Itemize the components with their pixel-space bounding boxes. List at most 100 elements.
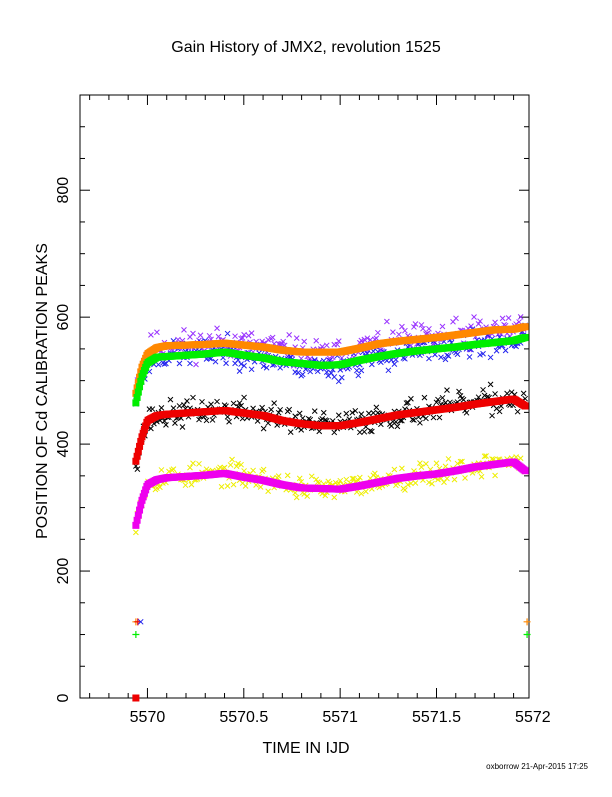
- data-point: [132, 457, 140, 465]
- series-layer: [132, 313, 531, 702]
- data-point: [378, 359, 384, 366]
- data-point: [254, 418, 261, 424]
- data-point: [136, 506, 144, 514]
- data-point: [418, 464, 425, 470]
- data-point: [163, 422, 169, 428]
- data-point: [370, 348, 377, 355]
- data-point: [430, 414, 437, 421]
- data-point: [134, 447, 142, 455]
- data-point: [134, 388, 142, 396]
- data-point: [371, 470, 378, 477]
- x-tick-label: 5572: [515, 709, 551, 726]
- data-point: [496, 408, 503, 415]
- data-point: [199, 398, 205, 405]
- data-point: [408, 480, 414, 487]
- data-point: [483, 453, 489, 459]
- data-point: [391, 466, 398, 473]
- data-point: [214, 398, 220, 405]
- data-point: [417, 419, 423, 426]
- data-point: [221, 464, 228, 471]
- data-point: [277, 406, 284, 413]
- data-point: [426, 355, 432, 362]
- data-point: [154, 329, 160, 336]
- data-point: [182, 482, 189, 489]
- data-point: [517, 313, 524, 320]
- data-point: [411, 417, 417, 423]
- x-tick-label: 5570: [130, 709, 166, 726]
- data-point: [444, 387, 450, 394]
- data-point: [206, 332, 213, 339]
- data-point: [502, 347, 509, 354]
- data-point: [155, 361, 162, 368]
- data-point: [137, 377, 145, 385]
- data-point: [460, 396, 467, 403]
- data-point: [136, 383, 144, 391]
- data-point: [323, 369, 330, 376]
- data-point: [436, 414, 443, 421]
- data-point: [134, 466, 141, 472]
- data-point: [358, 490, 365, 497]
- data-point: [161, 418, 168, 424]
- data-point: [408, 342, 414, 349]
- x-axis-label: TIME IN IJD: [262, 740, 349, 757]
- data-point: [373, 335, 380, 342]
- calibration-marker: [132, 694, 140, 702]
- data-point: [471, 314, 477, 320]
- y-axis-label: POSITION OF Cd CALIBRATION PEAKS: [34, 243, 51, 539]
- data-point: [196, 460, 202, 467]
- data-point: [136, 442, 144, 450]
- data-point: [456, 388, 462, 395]
- data-point: [217, 464, 223, 471]
- data-point: [188, 481, 195, 488]
- data-point: [463, 409, 470, 416]
- data-point: [439, 323, 446, 330]
- data-point: [214, 325, 220, 332]
- data-point: [353, 367, 360, 374]
- data-point: [439, 394, 446, 401]
- data-point: [229, 456, 235, 463]
- y-tick-label: 800: [55, 177, 72, 204]
- data-point: [137, 501, 145, 509]
- data-point: [477, 318, 483, 325]
- data-point: [358, 367, 365, 374]
- data-point: [157, 484, 163, 491]
- data-point: [361, 336, 368, 343]
- data-point: [260, 466, 267, 473]
- data-point: [438, 354, 444, 361]
- data-point: [292, 413, 299, 420]
- data-point: [257, 484, 264, 490]
- data-point: [232, 333, 238, 340]
- data-point: [175, 336, 181, 343]
- data-point: [493, 347, 500, 354]
- data-point: [405, 481, 411, 488]
- data-point: [322, 492, 329, 499]
- data-point: [133, 529, 139, 536]
- data-point: [468, 323, 474, 329]
- y-tick-label: 200: [55, 558, 72, 585]
- data-point: [343, 410, 350, 417]
- data-point: [190, 460, 196, 467]
- calibration-marker: [523, 631, 531, 639]
- data-point: [133, 452, 141, 460]
- data-point: [466, 354, 473, 360]
- data-point: [132, 521, 140, 529]
- data-point: [239, 335, 246, 341]
- data-point: [133, 516, 141, 524]
- data-point: [338, 355, 345, 361]
- data-point: [319, 416, 326, 422]
- data-point: [396, 331, 402, 338]
- data-point: [308, 473, 315, 480]
- data-point: [457, 393, 464, 399]
- data-point: [350, 475, 357, 482]
- data-point: [453, 315, 459, 322]
- data-point: [356, 429, 363, 436]
- data-point: [296, 410, 303, 417]
- data-point: [390, 329, 396, 335]
- data-point: [411, 324, 417, 330]
- data-point: [517, 455, 524, 462]
- data-point: [259, 404, 265, 411]
- data-point: [140, 426, 148, 434]
- data-point: [492, 472, 498, 479]
